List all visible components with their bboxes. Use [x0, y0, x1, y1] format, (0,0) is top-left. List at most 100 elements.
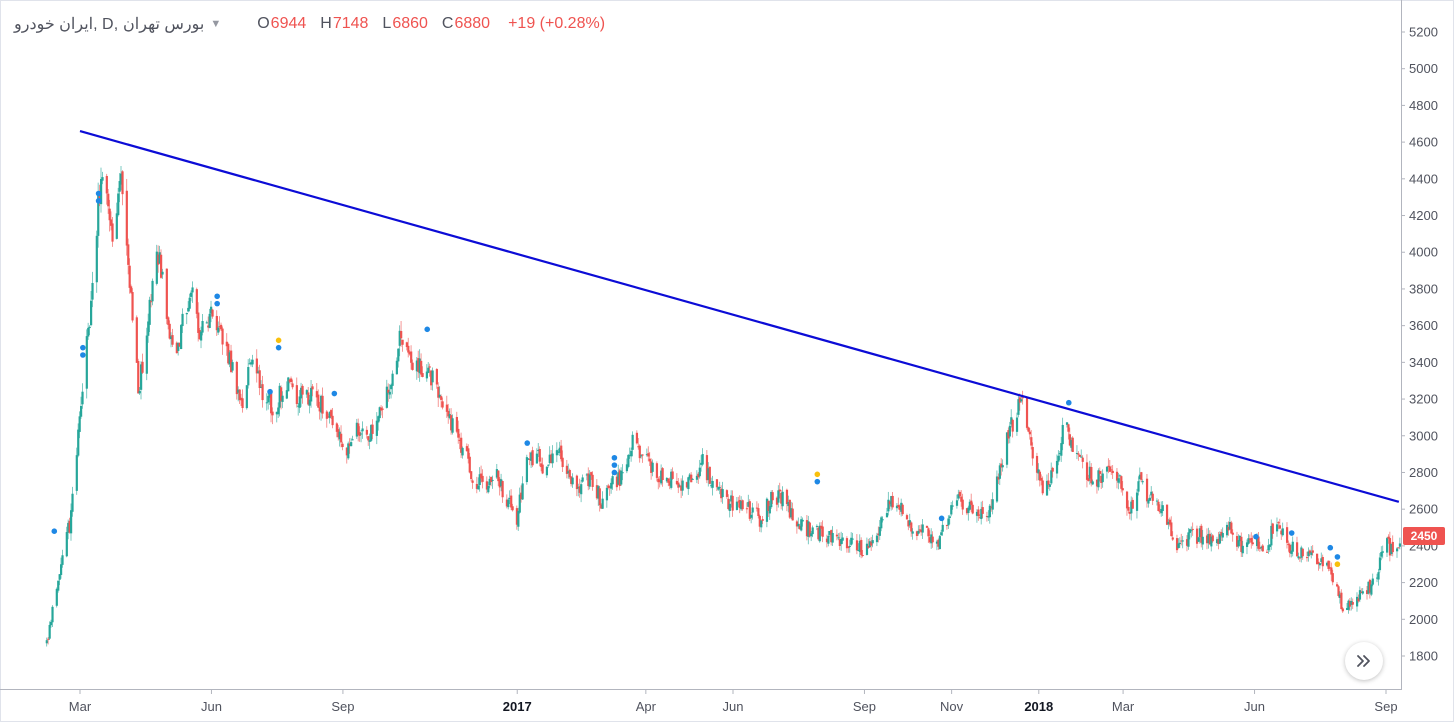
- candle: [640, 454, 643, 459]
- symbol-name[interactable]: ایران خودرو, D, بورس تهران: [14, 16, 205, 33]
- candle-body: [95, 235, 98, 283]
- candle: [1238, 535, 1242, 547]
- candle-body: [1010, 417, 1013, 425]
- event-marker[interactable]: [1065, 399, 1072, 406]
- candle-body: [348, 443, 351, 447]
- event-marker[interactable]: [1334, 561, 1341, 568]
- candle: [1251, 535, 1254, 546]
- candle: [880, 515, 883, 532]
- time-axis[interactable]: Mar Jun Sep 2017 Apr Jun Sep Nov 2018 Mar Jun Sep: [69, 689, 1398, 714]
- candle-body: [1135, 492, 1139, 511]
- event-marker[interactable]: [524, 440, 531, 446]
- candle: [681, 475, 684, 496]
- candle-body: [310, 387, 313, 402]
- candle-body: [1391, 541, 1394, 553]
- candle-body: [555, 450, 559, 456]
- event-marker[interactable]: [1253, 533, 1259, 540]
- event-marker[interactable]: [611, 469, 618, 476]
- candle-body: [458, 439, 461, 441]
- candle-body: [550, 454, 553, 464]
- event-marker[interactable]: [814, 471, 821, 478]
- candle: [480, 465, 483, 483]
- candle: [925, 525, 929, 528]
- candle: [1015, 412, 1019, 436]
- candle: [200, 326, 203, 349]
- event-marker[interactable]: [814, 478, 821, 485]
- candle: [1191, 522, 1194, 536]
- event-marker[interactable]: [1334, 554, 1341, 560]
- candle-body: [678, 485, 681, 487]
- candle: [650, 458, 653, 480]
- event-marker[interactable]: [1327, 544, 1334, 551]
- candle: [351, 435, 354, 441]
- event-marker[interactable]: [1288, 530, 1295, 536]
- candle-body: [1195, 528, 1199, 544]
- event-marker[interactable]: [80, 344, 86, 351]
- event-marker[interactable]: [611, 454, 618, 461]
- candle-body: [1310, 552, 1313, 555]
- trendline[interactable]: [79, 130, 1400, 503]
- candle: [1017, 394, 1020, 418]
- event-marker[interactable]: [80, 352, 86, 358]
- candle: [655, 461, 659, 482]
- candle-body: [1230, 522, 1233, 534]
- candle: [868, 538, 871, 548]
- event-marker[interactable]: [331, 390, 338, 397]
- candle-body: [725, 490, 729, 497]
- candle: [587, 467, 590, 491]
- event-marker[interactable]: [267, 388, 273, 395]
- event-marker[interactable]: [275, 344, 282, 351]
- candle-body: [1311, 550, 1314, 553]
- candle: [977, 506, 980, 521]
- event-marker[interactable]: [95, 190, 102, 197]
- candle-body: [875, 535, 879, 543]
- candle: [980, 501, 983, 525]
- candle-body: [1111, 470, 1114, 474]
- candle: [288, 378, 291, 384]
- candle: [645, 448, 649, 457]
- candle: [1058, 451, 1061, 461]
- event-marker[interactable]: [938, 515, 945, 522]
- candle-body: [1167, 521, 1170, 525]
- candle: [171, 328, 174, 347]
- candle-body: [1015, 417, 1019, 432]
- candle: [740, 496, 743, 511]
- candle-body: [538, 448, 541, 462]
- price-axis[interactable]: 1800200022002400260028003000320034003600…: [1401, 25, 1438, 664]
- candle-body: [930, 534, 933, 544]
- event-marker[interactable]: [275, 337, 282, 344]
- candle: [988, 503, 991, 524]
- candle: [1207, 527, 1210, 549]
- event-marker[interactable]: [214, 300, 220, 307]
- candle-body: [308, 399, 311, 406]
- x-tick-label: Jun: [723, 699, 744, 714]
- candle-body: [218, 326, 221, 328]
- y-tick-label: 5000: [1409, 61, 1438, 76]
- candle-body: [270, 390, 273, 414]
- event-marker[interactable]: [51, 528, 58, 534]
- event-marker[interactable]: [95, 198, 102, 204]
- candle: [777, 485, 780, 508]
- candle: [1075, 445, 1079, 460]
- candle-body: [531, 450, 534, 466]
- candle: [1317, 558, 1320, 571]
- candle: [720, 485, 723, 503]
- caret-down-icon[interactable]: ▼: [210, 18, 222, 30]
- candle-body: [590, 472, 593, 476]
- event-marker[interactable]: [424, 326, 431, 333]
- candle-body: [681, 480, 684, 491]
- candle: [1077, 451, 1080, 461]
- candle-body: [495, 469, 499, 478]
- event-marker[interactable]: [611, 462, 618, 468]
- candle: [867, 538, 870, 550]
- candle-body: [707, 468, 710, 481]
- scroll-to-realtime-button[interactable]: [1345, 642, 1383, 680]
- candle-body: [717, 486, 720, 490]
- candle-body: [235, 361, 238, 395]
- candle-body: [67, 522, 70, 533]
- candle: [505, 494, 509, 509]
- candle: [687, 476, 690, 495]
- event-marker[interactable]: [214, 293, 220, 300]
- candle-body: [1317, 561, 1320, 565]
